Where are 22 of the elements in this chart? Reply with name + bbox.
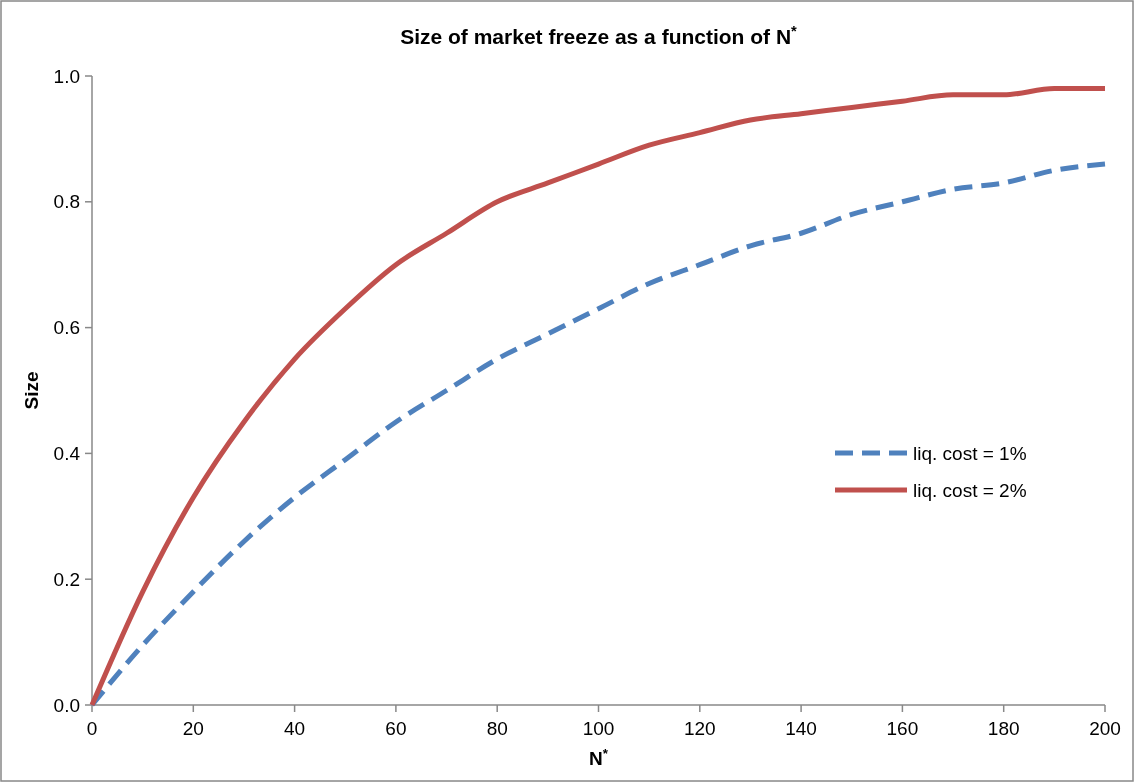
y-tick-label: 0.0 bbox=[53, 694, 80, 716]
x-tick-label: 20 bbox=[182, 718, 204, 739]
x-tick-label: 180 bbox=[987, 718, 1020, 739]
legend-label: liq. cost = 1% bbox=[913, 442, 1027, 464]
y-tick-label: 0.4 bbox=[53, 443, 81, 465]
legend-label: liq. cost = 2% bbox=[913, 479, 1027, 501]
x-tick-label: 200 bbox=[1089, 718, 1121, 739]
x-tick-label: 0 bbox=[86, 718, 98, 739]
x-tick-label: 120 bbox=[683, 718, 716, 739]
x-tick-label: 60 bbox=[385, 718, 407, 739]
x-tick-label: 160 bbox=[886, 718, 919, 739]
x-tick-label: 100 bbox=[582, 718, 615, 739]
y-tick-label: 0.6 bbox=[53, 317, 80, 339]
y-tick-label: 0.2 bbox=[53, 568, 80, 590]
y-tick-label: 0.8 bbox=[53, 191, 80, 213]
chart-title: Size of market freeze as a function of N$^{*}$ bbox=[400, 23, 798, 48]
x-axis-title: N$^{*}$ bbox=[589, 745, 609, 769]
x-tick-label: 40 bbox=[284, 718, 306, 739]
y-axis-title: Size bbox=[21, 371, 42, 410]
y-tick-label: 1.0 bbox=[53, 65, 80, 87]
x-tick-label: 140 bbox=[785, 718, 817, 739]
x-tick-label: 80 bbox=[486, 718, 508, 739]
